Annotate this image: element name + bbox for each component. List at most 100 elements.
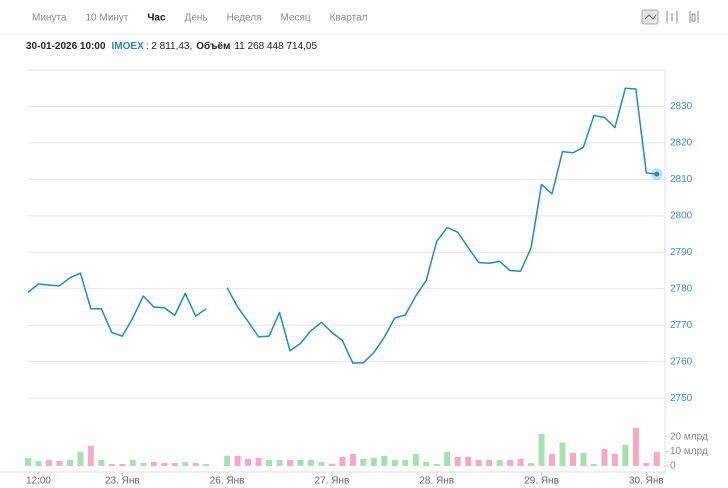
volume-bar: [370, 457, 377, 466]
volume-bar: [35, 460, 42, 466]
volume-bar: [203, 463, 210, 466]
volume-bar: [517, 458, 524, 466]
volume-bar: [297, 459, 304, 466]
volume-bar: [339, 456, 346, 466]
volume-bar: [66, 459, 73, 466]
tab[interactable]: Минута: [32, 13, 67, 24]
line-icon-glyph: [644, 14, 657, 20]
volume-bar: [276, 459, 283, 466]
x-tick-label: 26. Янв: [210, 476, 245, 487]
volume-bar: [25, 457, 31, 466]
volume-bar: [569, 452, 576, 466]
volume-bar: [611, 453, 618, 466]
volume-bar: [318, 461, 325, 466]
y-tick-label: 2760: [670, 356, 693, 367]
volume-tick-label: 0: [670, 461, 676, 472]
volume-bar: [507, 459, 514, 466]
tab[interactable]: 10 Минут: [85, 13, 128, 24]
volume-bar: [622, 444, 629, 466]
volume-bar: [454, 456, 461, 466]
volume-bar: [653, 451, 660, 466]
y-tick-label: 2790: [670, 247, 693, 258]
y-tick-label: 2820: [670, 138, 693, 149]
volume-label: Объём: [196, 40, 230, 52]
candles-icon[interactable]: [689, 11, 699, 23]
volume-bar: [129, 459, 136, 466]
volume-tick-label: 10 млрд: [670, 446, 708, 457]
volume-bar: [590, 463, 597, 466]
volume-bar: [255, 457, 262, 466]
volume-bar: [486, 459, 493, 466]
volume-bar: [381, 455, 388, 466]
volume-bar: [444, 451, 451, 466]
volume-bar: [528, 462, 535, 466]
volume-bar: [77, 451, 84, 466]
volume-bar: [56, 460, 63, 466]
volume-bar: [412, 453, 419, 466]
volume-bar: [234, 455, 241, 466]
volume-bar: [287, 459, 293, 466]
volume-bar: [423, 461, 430, 466]
tab[interactable]: Час: [147, 13, 166, 24]
volume-bar: [119, 463, 126, 466]
tab[interactable]: День: [185, 13, 208, 24]
volume-bar: [171, 462, 178, 466]
volume-bar: [538, 433, 545, 466]
volume-bar: [245, 458, 252, 466]
bars-icon[interactable]: [666, 11, 678, 23]
volume-bar: [559, 442, 566, 466]
volume-bar: [391, 459, 398, 466]
y-tick-label: 2770: [670, 320, 693, 331]
volume-bar: [150, 461, 157, 466]
last-point: [654, 171, 660, 177]
x-tick-label: 27. Янв: [315, 476, 350, 487]
volume-bar: [45, 459, 52, 466]
price: : 2 811,43,: [146, 41, 193, 52]
ticker: IMOEX: [112, 41, 145, 52]
volume-bar: [328, 463, 335, 466]
volume-tick-label: 20 млрд: [670, 431, 708, 442]
y-tick-label: 2810: [670, 174, 693, 185]
volume-bar: [98, 459, 105, 466]
tab[interactable]: Квартал: [330, 13, 368, 24]
datetime: 30-01-2026 10:00: [26, 41, 106, 52]
volume-bar: [496, 459, 503, 466]
line-chart-icon[interactable]: [641, 9, 659, 25]
volume-bar: [182, 461, 189, 466]
quote-info: 30-01-2026 10:00 IMOEX: 2 811,43, Объём 11 …: [26, 40, 317, 52]
volume-bar: [108, 463, 115, 466]
x-tick-label: 12:00: [26, 476, 51, 487]
volume-bar: [601, 448, 608, 466]
volume-bar: [402, 459, 409, 466]
volume-bar: [475, 459, 482, 466]
volume-bar: [87, 445, 94, 466]
tab[interactable]: Месяц: [281, 13, 311, 24]
y-tick-label: 2800: [670, 210, 693, 221]
y-tick-label: 2750: [670, 393, 693, 404]
volume-bar: [140, 462, 147, 466]
volume-bar: [266, 459, 273, 466]
volume-bar: [349, 453, 356, 466]
tab[interactable]: Неделя: [227, 13, 262, 24]
volume-bar: [632, 427, 639, 466]
volume-bar: [580, 452, 587, 466]
volume: 11 268 448 714,05: [234, 41, 317, 52]
volume-bar: [549, 453, 555, 466]
volume-bar: [465, 456, 472, 466]
volume-bar: [360, 458, 367, 466]
chart-type-icons: [641, 9, 699, 25]
x-tick-label: 29. Янв: [524, 476, 559, 487]
volume-bar: [224, 455, 231, 466]
x-tick-label: 30. Янв: [629, 476, 664, 487]
volume-bar: [161, 462, 168, 466]
x-tick-label: 28. Янв: [419, 476, 454, 487]
volume-bar: [307, 459, 314, 466]
y-tick-label: 2780: [670, 283, 693, 294]
volume-bar: [433, 463, 440, 466]
price-line: [27, 87, 657, 364]
volume-bar: [192, 462, 199, 466]
y-tick-label: 2830: [670, 101, 693, 112]
x-tick-label: 23. Янв: [105, 476, 140, 487]
